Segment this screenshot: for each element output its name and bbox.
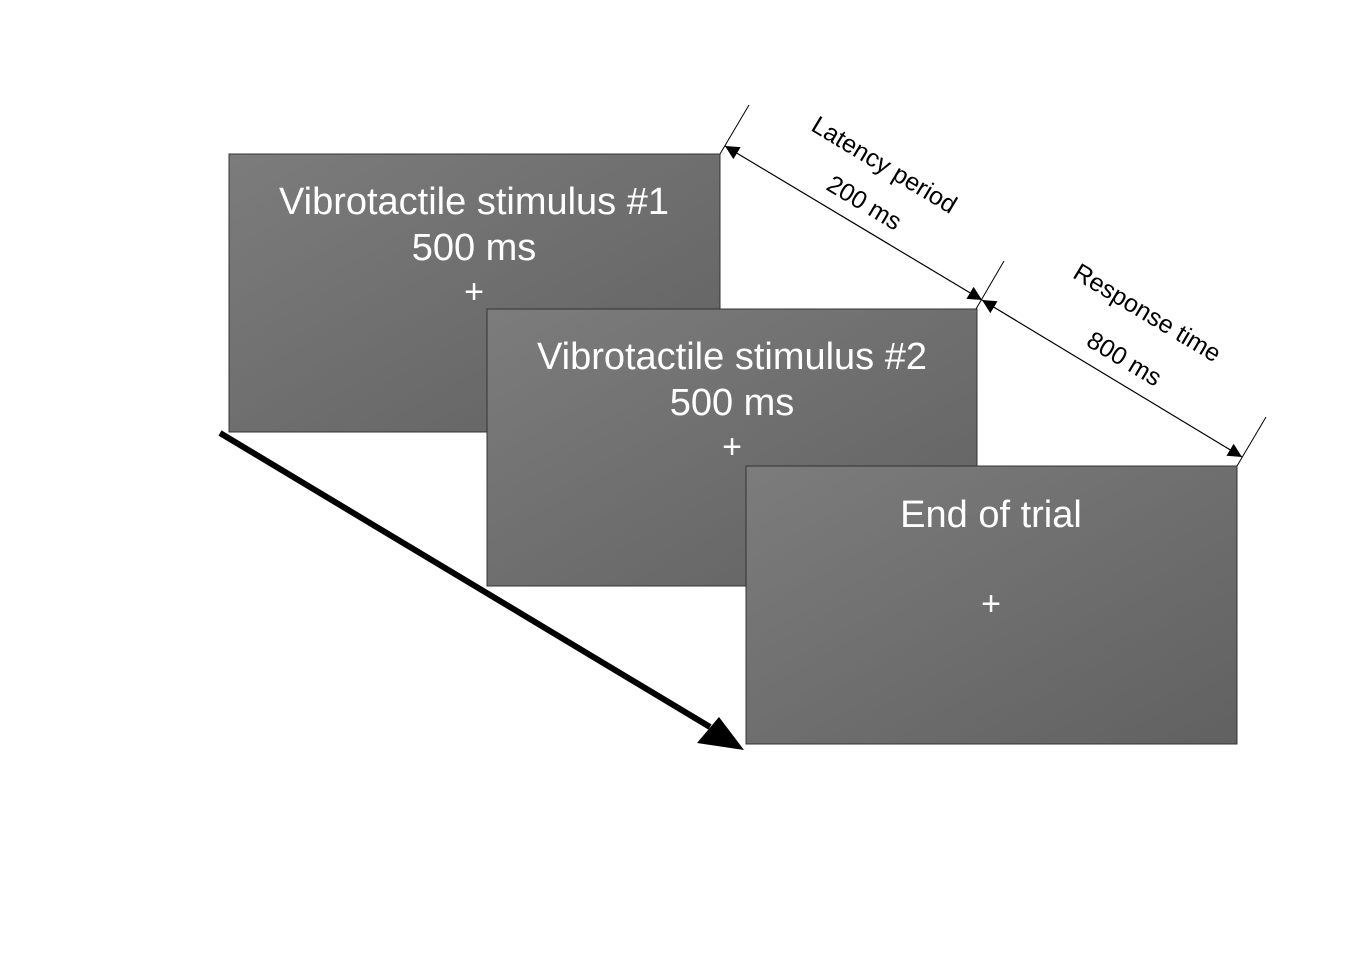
end-of-trial-panel [745,465,1238,745]
time-arrow [218,430,744,750]
stimulus-1-fixation-cross: + [464,273,484,311]
latency-dimension-line [724,145,983,301]
time-arrow-head [697,717,744,750]
response-time-dimension: Response time 800 ms [981,258,1243,458]
stimulus-1-title: Vibrotactile stimulus #1 [279,181,669,223]
stimulus-2-fixation-cross: + [722,428,742,466]
stimulus-1-screen: Vibrotactile stimulus #1 500 ms + [228,153,721,433]
end-of-trial-screen: End of trial + [745,465,1238,745]
latency-end-tick [975,260,1005,310]
stimulus-1-duration: 500 ms [412,227,537,269]
response-time-duration: 800 ms [1082,326,1167,392]
latency-period-dimension: Latency period 200 ms [724,111,983,301]
time-arrow-shaft [218,430,712,730]
latency-start-tick [719,104,750,155]
end-of-trial-fixation-cross: + [981,585,1001,623]
response-dimension-line [981,299,1243,458]
dimension-ticks [719,104,1267,467]
end-of-trial-title: End of trial [900,494,1082,536]
response-end-tick [1236,416,1267,467]
stimulus-2-duration: 500 ms [670,382,795,424]
stimulus-2-title: Vibrotactile stimulus #2 [537,336,927,378]
